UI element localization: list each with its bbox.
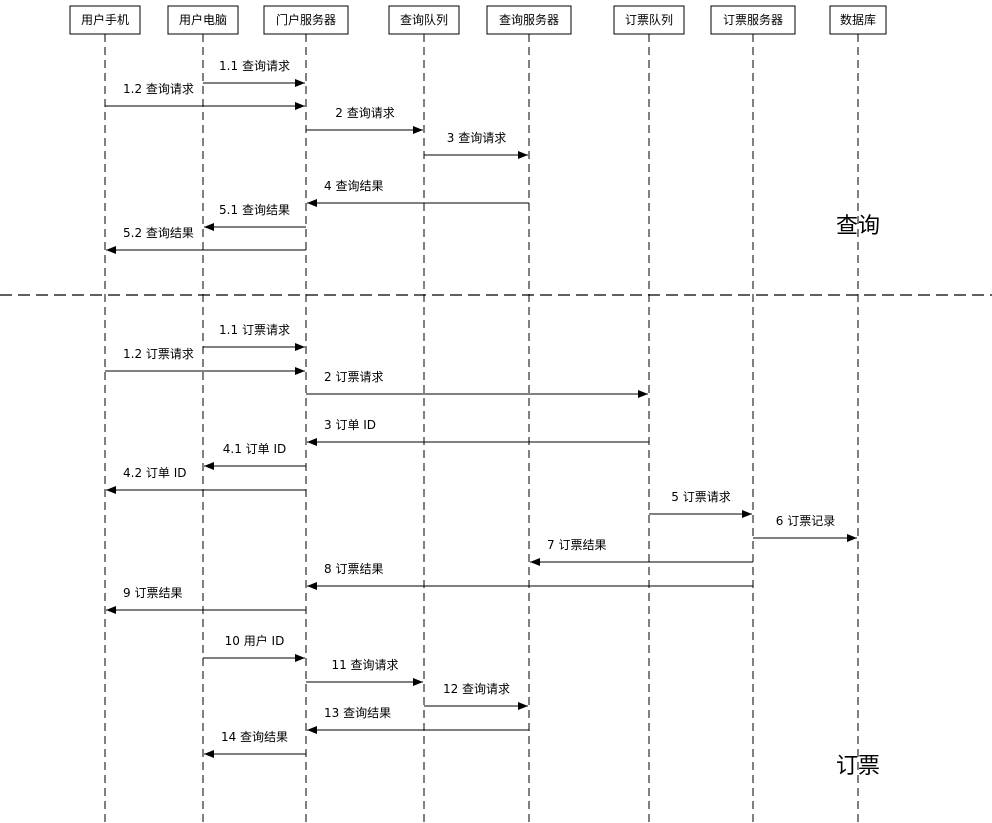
message-label: 3 查询请求 xyxy=(447,131,506,145)
message-label: 4.2 订单 ID xyxy=(123,466,187,480)
participant-label: 门户服务器 xyxy=(276,12,336,27)
message-label: 8 订票结果 xyxy=(324,562,383,576)
participant-label: 查询队列 xyxy=(400,12,448,27)
message-label: 4.1 订单 ID xyxy=(223,442,287,456)
participant-box xyxy=(613,5,685,35)
message-label: 2 查询请求 xyxy=(335,106,394,120)
section-label: 查询 xyxy=(836,214,880,239)
message-label: 9 订票结果 xyxy=(123,586,182,600)
participant-label: 订票服务器 xyxy=(723,12,783,27)
participant-box xyxy=(388,5,460,35)
participant-label: 查询服务器 xyxy=(499,12,559,27)
message-label: 2 订票请求 xyxy=(324,370,383,384)
participant-box xyxy=(710,5,796,35)
participant-box xyxy=(263,5,349,35)
participant-box xyxy=(486,5,572,35)
participant-box xyxy=(167,5,239,35)
message-label: 5.1 查询结果 xyxy=(219,203,290,217)
message-label: 10 用户 ID xyxy=(225,633,285,648)
message-label: 6 订票记录 xyxy=(776,514,835,528)
message-label: 5 订票请求 xyxy=(671,490,730,504)
participant-label: 数据库 xyxy=(840,12,876,27)
message-label: 1.1 查询请求 xyxy=(219,59,290,73)
message-label: 11 查询请求 xyxy=(331,658,398,672)
message-label: 1.2 查询请求 xyxy=(123,82,194,96)
participant-label: 订票队列 xyxy=(625,12,673,27)
participant-label: 用户电脑 xyxy=(179,12,227,27)
message-label: 1.2 订票请求 xyxy=(123,347,194,361)
message-label: 12 查询请求 xyxy=(443,682,510,696)
message-label: 14 查询结果 xyxy=(221,730,288,744)
message-label: 5.2 查询结果 xyxy=(123,226,194,240)
participant-box xyxy=(829,5,887,35)
participant-label: 用户手机 xyxy=(81,12,129,27)
message-label: 4 查询结果 xyxy=(324,179,383,193)
participant-box xyxy=(69,5,141,35)
message-label: 7 订票结果 xyxy=(547,538,606,552)
section-label: 订票 xyxy=(836,754,880,779)
message-label: 1.1 订票请求 xyxy=(219,323,290,337)
message-label: 13 查询结果 xyxy=(324,706,391,720)
message-label: 3 订单 ID xyxy=(324,418,376,432)
